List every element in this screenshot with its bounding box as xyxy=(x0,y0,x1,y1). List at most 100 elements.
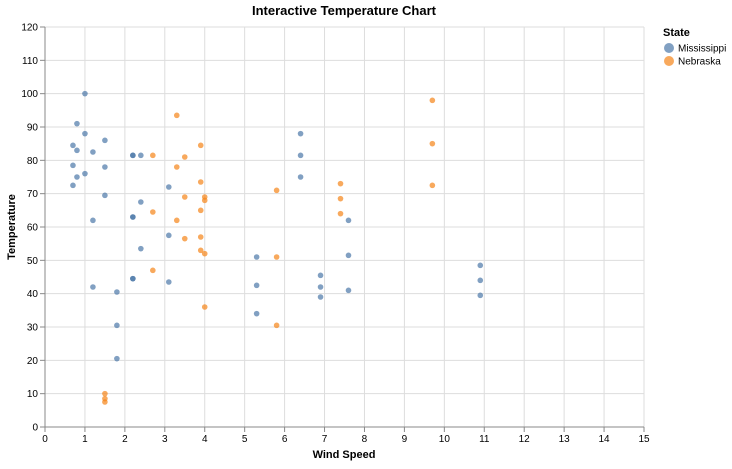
data-point-mississippi[interactable] xyxy=(130,152,136,159)
data-point-mississippi[interactable] xyxy=(70,182,76,189)
y-tick-label: 30 xyxy=(27,323,39,334)
data-point-nebraska[interactable] xyxy=(429,182,436,189)
data-point-nebraska[interactable] xyxy=(429,97,436,104)
data-point-mississippi[interactable] xyxy=(345,217,352,224)
axis-layer: 0 1 2 3 4 5 6 7 8 9 10 11 12 13 14 15010203040506070809… xyxy=(21,23,650,446)
x-tick-label: 6 xyxy=(282,434,288,445)
data-point-mississippi[interactable] xyxy=(82,170,88,177)
data-point-nebraska[interactable] xyxy=(150,209,156,215)
y-tick-label: 50 xyxy=(27,256,39,267)
data-point-mississippi[interactable] xyxy=(82,130,88,137)
data-point-mississippi[interactable] xyxy=(317,284,324,290)
legend-label-nebraska: Nebraska xyxy=(678,57,721,68)
data-point-nebraska[interactable] xyxy=(197,179,204,185)
data-point-mississippi[interactable] xyxy=(70,142,76,149)
data-point-mississippi[interactable] xyxy=(130,214,136,220)
x-tick-label: 12 xyxy=(519,434,531,445)
data-point-mississippi[interactable] xyxy=(114,355,120,362)
legend-items: Mississippi Nebraska xyxy=(664,43,726,68)
data-point-mississippi[interactable] xyxy=(345,252,352,259)
data-point-nebraska[interactable] xyxy=(201,250,208,257)
x-tick-label: 10 xyxy=(439,434,451,445)
legend-symbol-nebraska xyxy=(664,56,674,66)
data-point-nebraska[interactable] xyxy=(197,247,204,254)
data-point-nebraska[interactable] xyxy=(102,390,108,397)
data-point-nebraska[interactable] xyxy=(181,154,188,160)
data-point-mississippi[interactable] xyxy=(114,289,120,295)
data-point-mississippi[interactable] xyxy=(165,184,172,190)
data-point-mississippi[interactable] xyxy=(477,292,484,299)
data-point-nebraska[interactable] xyxy=(337,195,344,202)
data-point-mississippi[interactable] xyxy=(477,262,484,269)
data-point-nebraska[interactable] xyxy=(173,164,180,170)
y-tick-label: 20 xyxy=(27,356,39,367)
data-point-mississippi[interactable] xyxy=(130,275,136,282)
data-point-nebraska[interactable] xyxy=(201,304,208,310)
x-axis-title: Wind Speed xyxy=(313,449,376,461)
data-point-mississippi[interactable] xyxy=(317,272,324,279)
data-point-mississippi[interactable] xyxy=(317,294,324,300)
data-point-nebraska[interactable] xyxy=(273,322,280,329)
data-point-mississippi[interactable] xyxy=(90,217,96,224)
x-tick-label: 11 xyxy=(479,434,490,445)
x-tick-label: 0 xyxy=(42,434,48,445)
data-point-mississippi[interactable] xyxy=(165,279,172,285)
data-point-mississippi[interactable] xyxy=(114,322,120,329)
data-point-mississippi[interactable] xyxy=(138,199,144,205)
data-point-mississippi[interactable] xyxy=(138,152,144,159)
data-point-mississippi[interactable] xyxy=(90,284,96,290)
data-point-mississippi[interactable] xyxy=(102,192,108,199)
data-point-nebraska[interactable] xyxy=(201,197,208,204)
data-point-mississippi[interactable] xyxy=(70,162,76,169)
data-point-mississippi[interactable] xyxy=(74,147,80,154)
data-point-nebraska[interactable] xyxy=(197,207,204,214)
data-point-nebraska[interactable] xyxy=(429,140,436,147)
data-point-nebraska[interactable] xyxy=(197,234,204,240)
data-point-nebraska[interactable] xyxy=(197,142,204,149)
data-point-nebraska[interactable] xyxy=(150,152,156,159)
data-point-mississippi[interactable] xyxy=(297,174,304,180)
legend-label-mississippi: Mississippi xyxy=(678,44,726,55)
y-tick-label: 100 xyxy=(21,89,38,100)
data-point-mississippi[interactable] xyxy=(253,282,260,289)
legend: State Mississippi Nebraska xyxy=(663,27,726,68)
data-point-mississippi[interactable] xyxy=(297,130,304,137)
data-point-mississippi[interactable] xyxy=(165,232,172,239)
legend-title: State xyxy=(663,27,690,39)
point-layer[interactable] xyxy=(70,90,484,405)
data-point-mississippi[interactable] xyxy=(253,310,260,317)
data-point-nebraska[interactable] xyxy=(273,187,280,194)
data-point-mississippi[interactable] xyxy=(345,287,352,294)
x-tick-label: 8 xyxy=(362,434,368,445)
data-point-mississippi[interactable] xyxy=(90,149,96,155)
x-tick-label: 7 xyxy=(322,434,328,445)
data-point-mississippi[interactable] xyxy=(74,120,80,127)
x-tick-label: 13 xyxy=(559,434,571,445)
data-point-nebraska[interactable] xyxy=(173,112,180,119)
y-tick-label: 40 xyxy=(27,289,39,300)
data-point-nebraska[interactable] xyxy=(337,180,344,187)
data-point-nebraska[interactable] xyxy=(102,399,108,405)
data-point-mississippi[interactable] xyxy=(102,164,108,170)
data-point-mississippi[interactable] xyxy=(74,174,80,180)
data-point-nebraska[interactable] xyxy=(273,254,280,260)
data-point-nebraska[interactable] xyxy=(181,235,188,242)
data-point-mississippi[interactable] xyxy=(82,90,88,97)
data-point-mississippi[interactable] xyxy=(297,152,304,159)
x-tick-label: 1 xyxy=(82,434,88,445)
x-tick-label: 3 xyxy=(162,434,168,445)
data-point-nebraska[interactable] xyxy=(181,194,188,200)
y-tick-label: 110 xyxy=(22,56,38,67)
legend-symbol-mississippi xyxy=(664,43,674,53)
data-point-mississippi[interactable] xyxy=(102,137,108,144)
data-point-mississippi[interactable] xyxy=(138,245,144,252)
data-point-mississippi[interactable] xyxy=(253,254,260,260)
x-tick-label: 5 xyxy=(242,434,248,445)
data-point-mississippi[interactable] xyxy=(477,277,484,284)
data-point-nebraska[interactable] xyxy=(173,217,180,224)
y-tick-label: 80 xyxy=(27,156,39,167)
data-point-nebraska[interactable] xyxy=(337,210,344,217)
data-point-nebraska[interactable] xyxy=(150,267,156,274)
